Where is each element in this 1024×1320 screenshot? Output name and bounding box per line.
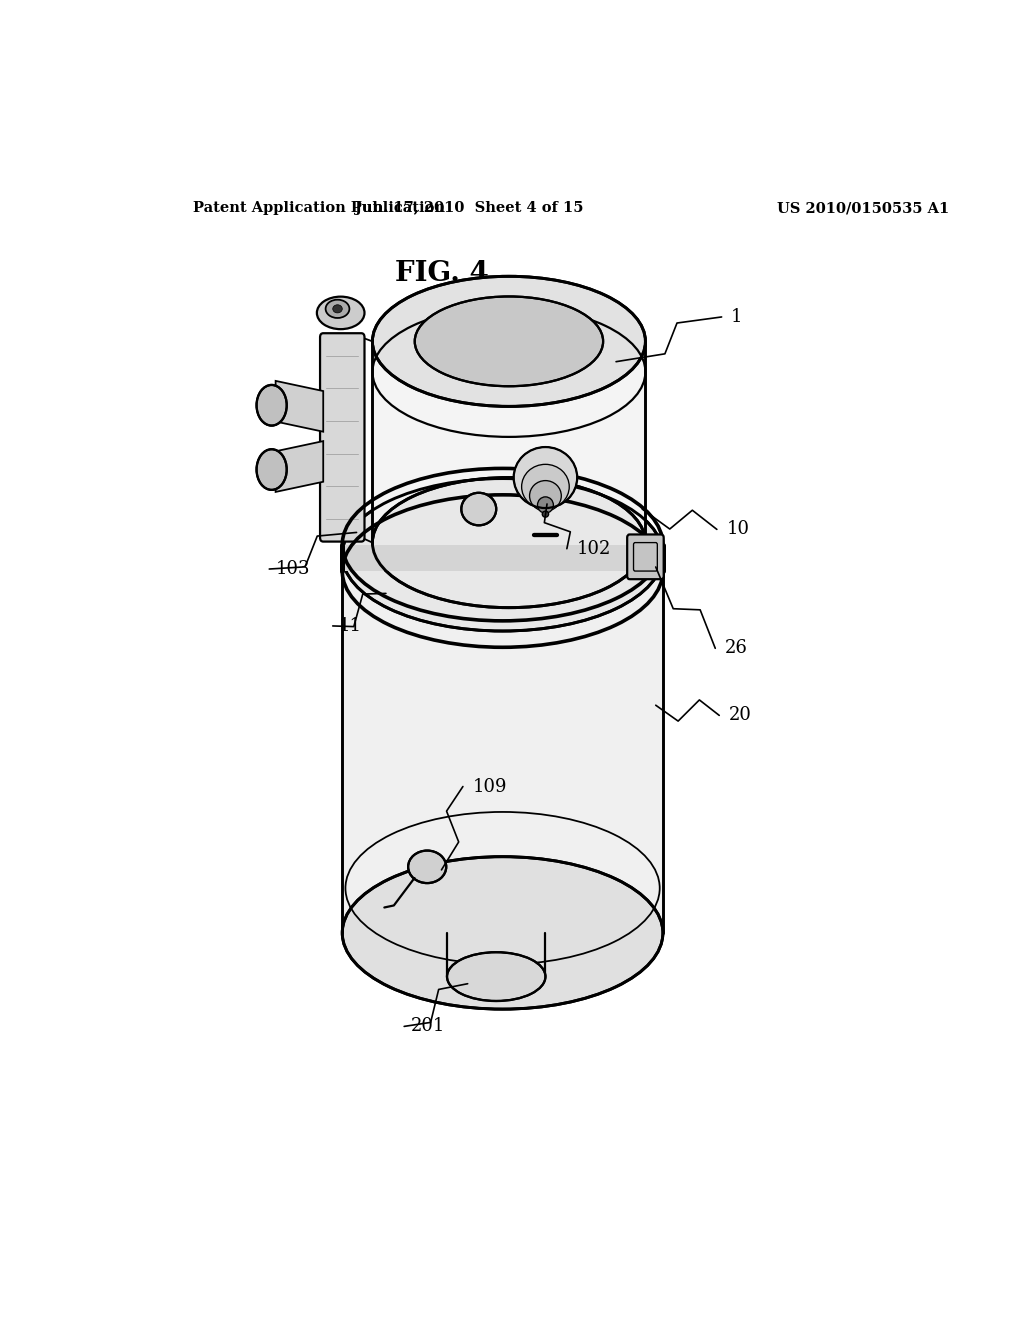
- Text: US 2010/0150535 A1: US 2010/0150535 A1: [777, 201, 949, 215]
- Ellipse shape: [316, 297, 365, 329]
- Bar: [342, 545, 663, 572]
- Ellipse shape: [333, 305, 342, 313]
- Ellipse shape: [514, 447, 578, 508]
- FancyBboxPatch shape: [627, 535, 664, 579]
- Ellipse shape: [529, 480, 561, 511]
- Ellipse shape: [521, 465, 569, 510]
- Text: 201: 201: [411, 1018, 444, 1035]
- Text: 109: 109: [472, 777, 507, 796]
- Ellipse shape: [326, 300, 349, 318]
- Ellipse shape: [543, 511, 549, 517]
- Text: Jun. 17, 2010  Sheet 4 of 15: Jun. 17, 2010 Sheet 4 of 15: [355, 201, 584, 215]
- FancyBboxPatch shape: [321, 333, 365, 541]
- Ellipse shape: [342, 479, 663, 631]
- Ellipse shape: [538, 496, 553, 513]
- Bar: [373, 342, 645, 543]
- Text: FIG. 4: FIG. 4: [394, 260, 488, 286]
- Ellipse shape: [461, 492, 497, 525]
- Text: 102: 102: [577, 540, 610, 557]
- Text: Patent Application Publication: Patent Application Publication: [194, 201, 445, 215]
- Ellipse shape: [415, 297, 603, 387]
- Text: 11: 11: [339, 616, 362, 635]
- Ellipse shape: [409, 850, 446, 883]
- Ellipse shape: [257, 385, 287, 425]
- Ellipse shape: [373, 276, 645, 407]
- Text: 26: 26: [725, 639, 748, 657]
- Ellipse shape: [373, 478, 645, 607]
- Ellipse shape: [447, 952, 546, 1001]
- Text: 103: 103: [275, 560, 310, 578]
- Text: 1: 1: [731, 308, 742, 326]
- Polygon shape: [275, 441, 324, 492]
- Polygon shape: [275, 381, 324, 432]
- Bar: [342, 554, 663, 933]
- Ellipse shape: [257, 449, 287, 490]
- Ellipse shape: [342, 857, 663, 1008]
- Text: 10: 10: [726, 520, 750, 539]
- Text: 20: 20: [729, 706, 752, 725]
